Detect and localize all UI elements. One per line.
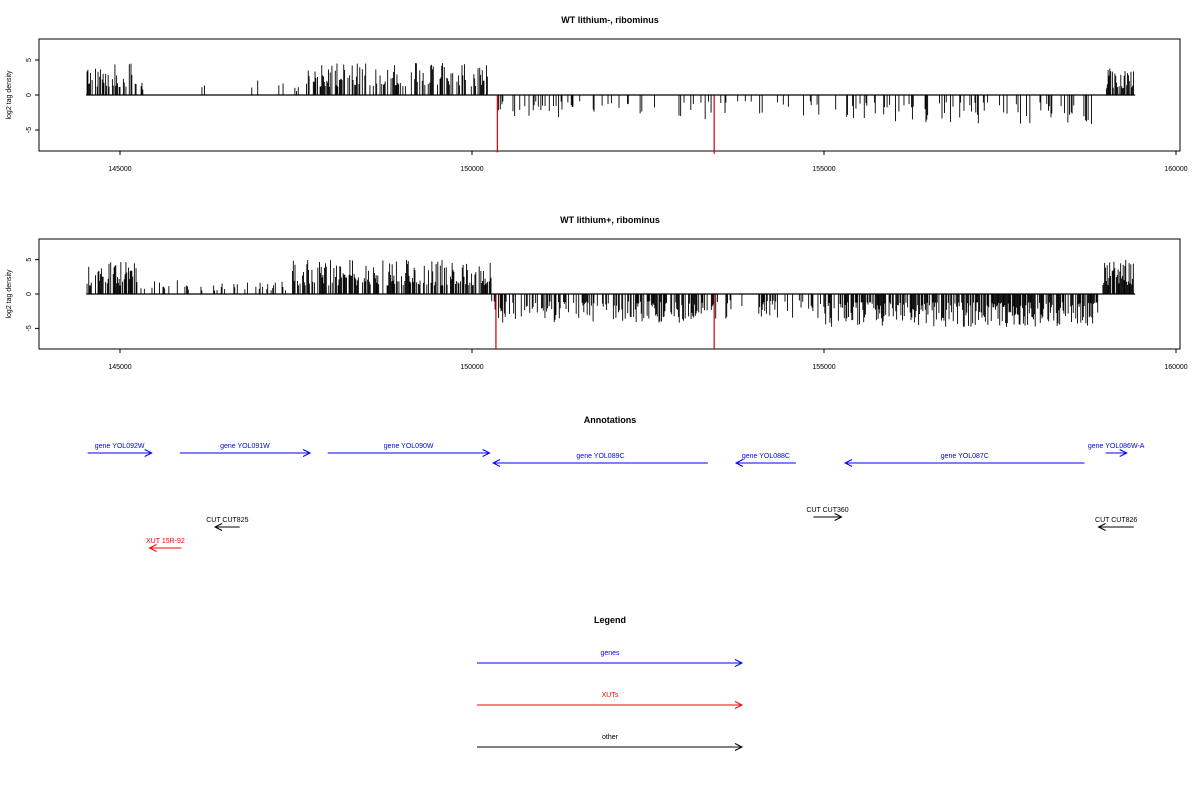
feature-label: gene YOL087C [941, 453, 989, 460]
legend-item: XUTs [477, 692, 744, 709]
panel-title: WT lithium-, ribominus [561, 15, 659, 25]
x-tick-label: 155000 [812, 166, 835, 173]
legend-arrow-head [734, 701, 744, 709]
feature-label: gene YOL091W [220, 443, 270, 450]
legend-label: other [602, 734, 619, 741]
feature-gene[interactable]: gene YOL089C [492, 453, 708, 467]
arrow-head [148, 544, 157, 552]
y-tick-label: -5 [26, 325, 33, 331]
x-tick-label: 150000 [460, 166, 483, 173]
track-panel-lithium-minus: WT lithium-, ribominus log2 tag density … [6, 15, 1188, 173]
y-tick-label: -5 [26, 127, 33, 133]
feature-gene[interactable]: gene YOL090W [327, 443, 491, 457]
feature-gene[interactable]: gene YOL088C [734, 453, 796, 467]
feature-gene[interactable]: gene YOL086W-A [1088, 443, 1145, 457]
legend-label: XUTs [602, 692, 619, 699]
legend-title: Legend [594, 615, 626, 625]
bars-group [86, 259, 1134, 349]
feature-label: gene YOL092W [95, 443, 145, 450]
y-tick-label: 0 [26, 93, 33, 97]
features-group: gene YOL092W gene YOL091W gene YOL090W gene… [87, 443, 1145, 552]
legend-arrow-head [734, 659, 744, 667]
feature-other[interactable]: CUT CUT826 [1095, 517, 1137, 531]
feature-label: gene YOL090W [384, 443, 434, 450]
arrow-head [144, 449, 153, 457]
y-axis-label: log2 tag density [6, 269, 13, 319]
feature-label: CUT CUT360 [806, 507, 848, 514]
x-tick-label: 150000 [460, 364, 483, 371]
feature-label: XUT 15R-92 [146, 538, 185, 545]
arrow-head [834, 513, 843, 521]
feature-gene[interactable]: gene YOL087C [844, 453, 1085, 467]
feature-label: gene YOL089C [576, 453, 624, 460]
feature-label: gene YOL086W-A [1088, 443, 1145, 450]
annotations-section: Annotations gene YOL092W gene YOL091W gene… [87, 415, 1145, 552]
y-tick-label: 5 [26, 258, 33, 262]
x-tick-label: 160000 [1164, 364, 1187, 371]
panel-title: WT lithium+, ribominus [560, 215, 660, 225]
x-tick-label: 145000 [108, 364, 131, 371]
x-tick-label: 145000 [108, 166, 131, 173]
feature-gene[interactable]: gene YOL091W [179, 443, 312, 457]
legend-arrow-head [734, 743, 744, 751]
arrow-head [302, 449, 312, 457]
feature-other[interactable]: CUT CUT360 [806, 507, 849, 521]
feature-xut[interactable]: XUT 15R-92 [146, 538, 185, 552]
bars-group [86, 63, 1134, 154]
legend-item: other [477, 734, 744, 751]
feature-label: gene YOL088C [742, 453, 790, 460]
feature-gene[interactable]: gene YOL092W [87, 443, 153, 457]
arrow-head [1119, 449, 1128, 457]
axes-group: 5 0 -5 145000 150000 155000 160000 [26, 258, 1188, 371]
x-tick-label: 160000 [1164, 166, 1187, 173]
arrow-head [492, 459, 501, 467]
y-tick-label: 5 [26, 58, 33, 62]
feature-label: CUT CUT825 [206, 517, 248, 524]
annotations-title: Annotations [584, 415, 637, 425]
arrow-head [1097, 523, 1106, 531]
feature-other[interactable]: CUT CUT825 [206, 517, 249, 531]
axes-group: 5 0 -5 145000 150000 155000 160000 [26, 58, 1188, 173]
arrow-head [213, 523, 223, 531]
legend-section: Legend genes XUTs other [477, 615, 744, 751]
y-tick-label: 0 [26, 292, 33, 296]
legend-items: genes XUTs other [477, 650, 744, 751]
arrow-head [482, 449, 491, 457]
x-tick-label: 155000 [812, 364, 835, 371]
legend-label: genes [600, 650, 620, 657]
arrow-head [844, 459, 853, 467]
y-axis-label: log2 tag density [6, 70, 13, 120]
legend-item: genes [477, 650, 744, 667]
feature-label: CUT CUT826 [1095, 517, 1137, 524]
arrow-head [734, 459, 744, 467]
track-panel-lithium-plus: WT lithium+, ribominus log2 tag density … [6, 215, 1188, 371]
